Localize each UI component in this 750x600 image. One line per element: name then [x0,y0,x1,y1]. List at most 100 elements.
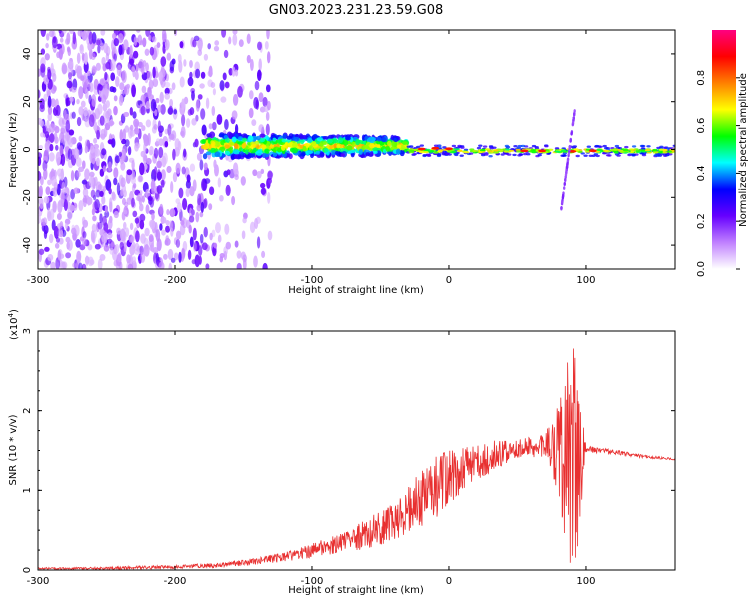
spectrogram-cell [156,169,161,182]
spectrogram-cell [82,219,89,228]
spectrogram-cell [38,117,43,125]
spectrogram-cell [267,100,271,111]
spectrogram-cell [326,138,333,144]
spectrogram-cell [113,38,120,47]
spectrogram-cell [340,153,346,157]
spectrogram-cell [164,93,171,100]
spectrogram-cell [145,188,150,199]
snr-y-axis-title: SNR (10 * v/v) [8,414,19,485]
spectrogram-cell [409,149,415,152]
spectrogram-cell [172,172,178,183]
spectrogram-cell [61,181,66,193]
spectrogram-cell [208,123,213,130]
spectrogram-cell [392,137,399,143]
spectrogram-cell [562,152,567,155]
spectrogram-cell [89,145,95,154]
spectrogram-cell [197,40,203,50]
spectrogram-cell [47,179,52,186]
spectrogram-cell [436,153,442,157]
spectrogram-cell [310,153,314,159]
spectrogram-cell [272,137,277,142]
spectrogram-cell [149,197,155,208]
spectrogram-cell [130,176,137,185]
spectrogram-cell [171,82,176,91]
spectrogram-cell [124,201,129,208]
spectrogram-cell [51,176,57,187]
spectrogram-cell [78,106,84,116]
spectrogram-cell [126,254,131,264]
spectrogram-cell [109,86,115,93]
spectrogram-cell [191,118,197,126]
spectrogram-cell [148,94,154,100]
spectrogram-cell [164,87,170,95]
spectrogram-marks [38,30,675,269]
spectrogram-cell [48,152,55,162]
spectrogram-cell [105,61,111,70]
spectrogram-cell [169,208,176,218]
spectrogram-cell [120,177,126,188]
spectrogram-cell [219,80,225,91]
spectrogram-cell [119,129,124,142]
spectrogram-cell [118,94,124,107]
spectrogram-cell [98,84,103,91]
spectrogram-cell [580,152,585,155]
spectrogram-cell [173,109,178,115]
spectrogram-cell [202,153,208,160]
spectrogram-cell [169,98,174,108]
spectrogram-cell [299,139,305,145]
spectrogram-cell [38,248,45,255]
spectrogram-cell [476,146,482,150]
spectrogram-cell [241,230,246,240]
spectrogram-cell [65,120,71,133]
spectrogram-cell [537,153,542,157]
spectrogram-cell [264,148,270,154]
spectrogram-cell [428,150,434,153]
colorbar-tick-label: 0.2 [696,213,707,229]
spectrogram-cell [241,142,247,149]
spectrogram-cell [267,191,271,204]
spectrogram-cell [159,223,163,231]
spectrogram-cell [38,144,44,150]
spectrogram-cell [401,141,409,145]
spectrogram-cell [180,126,186,138]
spectrogram-cell [185,118,191,128]
spectrogram-cell [38,89,41,99]
spectrogram-cell [210,147,216,153]
spectrogram-cell [95,62,101,71]
spectrogram-cell [67,239,73,251]
spectrogram-cell [135,230,140,243]
spectrogram-cell [214,151,221,158]
spectrogram-cell [40,48,46,55]
spectrogram-cell [199,233,204,244]
spectrogram-cell [94,145,99,156]
spectrogram-cell [224,81,230,89]
spectrogram-cell [492,146,497,149]
spectrogram-cell [160,169,166,181]
spectrogram-cell [56,223,63,229]
spectrogram-cell [130,235,135,243]
spectrogram-cell [561,149,567,152]
spectrogram-cell [624,145,629,149]
snr-scale-factor: (x104) [7,309,20,340]
colorbar-ticks: 0.0 0.2 0.4 0.6 0.8 [696,70,740,277]
spectrogram-cell [488,155,493,158]
spectrogram-cell [189,186,195,197]
spectrogram-cell [107,139,114,145]
spectrogram-cell [76,65,82,74]
spectrogram-cell [47,253,54,262]
spectrogram-cell [47,95,52,108]
spectrogram-cell [223,49,229,59]
spectrogram-cell [96,39,101,46]
spectrogram-cell [381,136,387,143]
spectrogram-cell [662,151,668,154]
spectrogram-cell [76,250,82,264]
spectrogram-cell [395,148,401,155]
spectrogram-cell [143,248,149,256]
spectrogram-cell [173,252,179,261]
spectrogram-cell [173,30,178,37]
spectrogram-cell [168,262,173,269]
spectrogram-cell [561,200,564,204]
spectrogram-cell [213,159,217,169]
spectrogram-cell [672,144,675,147]
